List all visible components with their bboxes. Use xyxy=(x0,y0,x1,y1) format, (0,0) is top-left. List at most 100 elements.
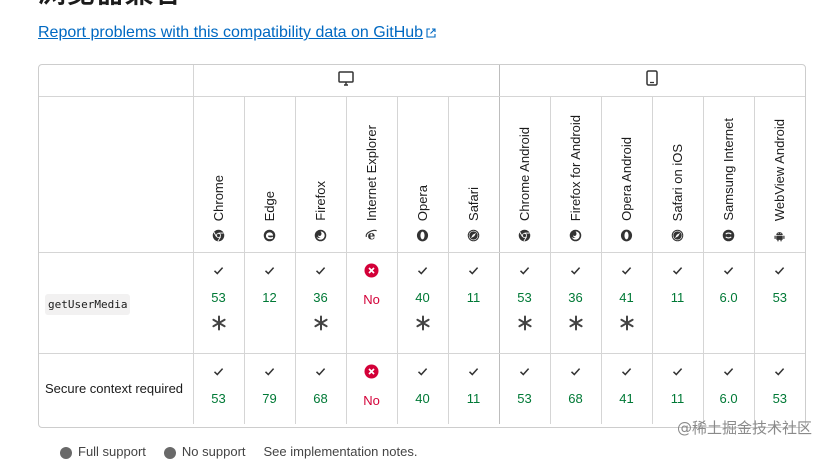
browser-label-wrap: Internet Explorer e xyxy=(347,97,397,252)
support-cell-content: 53 xyxy=(194,354,244,406)
support-cell[interactable]: 12 xyxy=(243,252,296,354)
platform-mobile xyxy=(498,65,805,97)
compat-table-wrapper: Chrome Edge Firefox Internet Explorer e Opera… xyxy=(38,64,806,428)
support-cell-content: 6.0 xyxy=(704,354,754,406)
browser-label-wrap: WebView Android xyxy=(755,97,805,252)
browser-name: Chrome xyxy=(211,174,226,221)
version-value: 11 xyxy=(466,290,481,305)
version-value: No xyxy=(363,292,380,307)
no-support-icon xyxy=(364,263,379,278)
github-report-link[interactable]: Report problems with this compatibility … xyxy=(38,24,436,42)
opera-icon xyxy=(416,229,429,242)
asterisk-icon xyxy=(415,305,431,331)
android-icon xyxy=(773,229,786,242)
support-cell[interactable]: No xyxy=(345,252,398,354)
support-cell[interactable]: 11 xyxy=(447,353,500,424)
support-cell-content: 53 xyxy=(194,253,244,331)
support-cell[interactable]: 79 xyxy=(243,353,296,424)
support-cell-content: No xyxy=(347,253,397,307)
browser-label-wrap: Firefox xyxy=(296,97,346,252)
browser-name: Opera Android xyxy=(619,137,635,221)
feature-name: getUserMedia xyxy=(45,293,131,315)
version-value: 11 xyxy=(670,391,685,406)
support-cell[interactable]: 40 xyxy=(396,252,449,354)
support-cell-content: 53 xyxy=(500,253,550,331)
support-cell-content: 53 xyxy=(755,253,805,305)
support-cell-content: 12 xyxy=(245,253,295,305)
version-value: 53 xyxy=(772,391,788,406)
browser-name: Edge xyxy=(262,190,277,221)
support-cell[interactable]: 68 xyxy=(294,353,347,424)
browser-name: Opera xyxy=(415,184,430,221)
support-cell-content: No xyxy=(347,354,397,408)
version-value: 40 xyxy=(415,391,430,406)
support-cell[interactable]: 41 xyxy=(600,252,653,354)
browser-name: WebView Android xyxy=(772,118,788,221)
support-cell[interactable]: No xyxy=(345,353,398,424)
support-cell[interactable]: 6.0 xyxy=(702,353,755,424)
check-icon xyxy=(417,366,428,377)
support-cell[interactable]: 53 xyxy=(753,252,805,354)
version-value: 36 xyxy=(568,290,583,305)
safari-icon xyxy=(671,229,684,242)
check-icon xyxy=(723,265,734,276)
support-cell-content: 36 xyxy=(296,253,346,331)
version-value: 12 xyxy=(262,290,277,305)
support-cell-content: 53 xyxy=(755,354,805,406)
chrome-icon xyxy=(518,229,531,242)
support-cell[interactable]: 11 xyxy=(651,252,704,354)
svg-text:e: e xyxy=(368,229,376,242)
support-cell[interactable]: 53 xyxy=(192,353,245,424)
support-cell[interactable]: 68 xyxy=(549,353,602,424)
platform-desktop xyxy=(192,65,500,97)
version-value: 41 xyxy=(619,290,634,305)
version-value: 6.0 xyxy=(719,391,738,406)
chrome-icon xyxy=(212,229,225,242)
version-value: 40 xyxy=(415,290,430,305)
legend-swatch xyxy=(60,446,72,459)
browser-name: Firefox xyxy=(313,181,328,221)
feature-header-blank xyxy=(39,96,194,253)
support-cell[interactable]: 6.0 xyxy=(702,252,755,354)
support-cell[interactable]: 11 xyxy=(447,252,500,354)
browser-header: Safari xyxy=(447,96,500,253)
browser-header: Chrome Android xyxy=(498,96,551,253)
support-cell[interactable]: 41 xyxy=(600,353,653,424)
browser-header: Safari on iOS xyxy=(651,96,704,253)
browser-label-wrap: Edge xyxy=(245,97,295,252)
support-cell[interactable]: 36 xyxy=(294,252,347,354)
support-cell[interactable]: 40 xyxy=(396,353,449,424)
support-cell[interactable]: 53 xyxy=(753,353,805,424)
browser-header: Firefox for Android xyxy=(549,96,602,253)
page-heading: 浏览器兼容 xyxy=(38,0,183,8)
support-cell[interactable]: 53 xyxy=(498,353,551,424)
support-cell-content: 36 xyxy=(551,253,601,331)
browser-header: Edge xyxy=(243,96,296,253)
support-cell-content: 6.0 xyxy=(704,253,754,305)
check-icon xyxy=(672,265,683,276)
feature-row: Secure context required 53 79 68 No 40 11 53 68… xyxy=(39,353,805,424)
check-icon xyxy=(264,366,275,377)
check-icon xyxy=(570,265,581,276)
browser-header: Internet Explorer e xyxy=(345,96,398,253)
support-cell[interactable]: 11 xyxy=(651,353,704,424)
browser-row: Chrome Edge Firefox Internet Explorer e Opera… xyxy=(39,96,805,253)
support-cell[interactable]: 36 xyxy=(549,252,602,354)
feature-name-cell: getUserMedia xyxy=(39,252,194,354)
support-cell[interactable]: 53 xyxy=(192,252,245,354)
mobile-icon xyxy=(646,70,659,86)
version-value: 53 xyxy=(772,290,788,305)
support-cell-content: 68 xyxy=(296,354,346,406)
ie-icon: e xyxy=(365,229,378,243)
browser-label-wrap: Safari xyxy=(449,97,499,252)
safari-icon xyxy=(467,229,480,242)
check-icon xyxy=(621,366,632,377)
version-value: 68 xyxy=(568,391,583,406)
support-cell-content: 41 xyxy=(602,354,652,406)
asterisk-icon xyxy=(313,305,329,331)
support-cell-content: 79 xyxy=(245,354,295,406)
support-cell[interactable]: 53 xyxy=(498,252,551,354)
version-value: No xyxy=(363,393,380,408)
version-value: 53 xyxy=(517,391,532,406)
support-cell-content: 11 xyxy=(653,354,703,406)
